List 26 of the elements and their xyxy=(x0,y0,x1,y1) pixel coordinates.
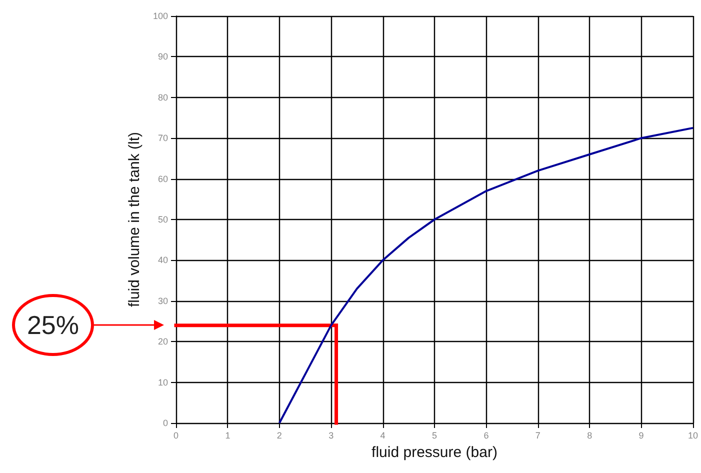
x-tick-label: 3 xyxy=(328,430,334,440)
x-tick-label: 0 xyxy=(173,430,179,440)
x-tick-label: 10 xyxy=(688,430,698,440)
circle-outline: 25% xyxy=(12,294,94,356)
y-axis-title: fluid volume in the tank (lt) xyxy=(126,132,143,308)
x-tick-label: 2 xyxy=(276,430,282,440)
y-tick-label: 50 xyxy=(158,214,168,224)
y-tick-label: 70 xyxy=(158,133,168,144)
y-tick-label: 100 xyxy=(152,11,168,21)
y-tick-label: 20 xyxy=(158,336,168,347)
x-tick-label: 5 xyxy=(432,430,438,440)
x-tick-label: 9 xyxy=(638,430,644,440)
y-tick-label: 40 xyxy=(158,255,168,266)
x-tick-label: 7 xyxy=(535,430,540,440)
x-tick-label: 6 xyxy=(484,430,489,440)
y-tick-label: 80 xyxy=(158,92,168,102)
x-tick-label: 1 xyxy=(225,430,230,440)
y-tick-label: 90 xyxy=(158,52,168,62)
y-tick-label: 60 xyxy=(158,174,168,184)
y-tick-label: 10 xyxy=(158,377,168,388)
y-tick-label: 30 xyxy=(158,296,168,306)
x-tick-label: 4 xyxy=(380,430,386,440)
y-tick-label: 0 xyxy=(162,418,168,428)
x-axis-title: fluid pressure (bar) xyxy=(372,444,498,461)
line-series xyxy=(278,126,694,424)
x-tick-label: 8 xyxy=(587,430,592,440)
